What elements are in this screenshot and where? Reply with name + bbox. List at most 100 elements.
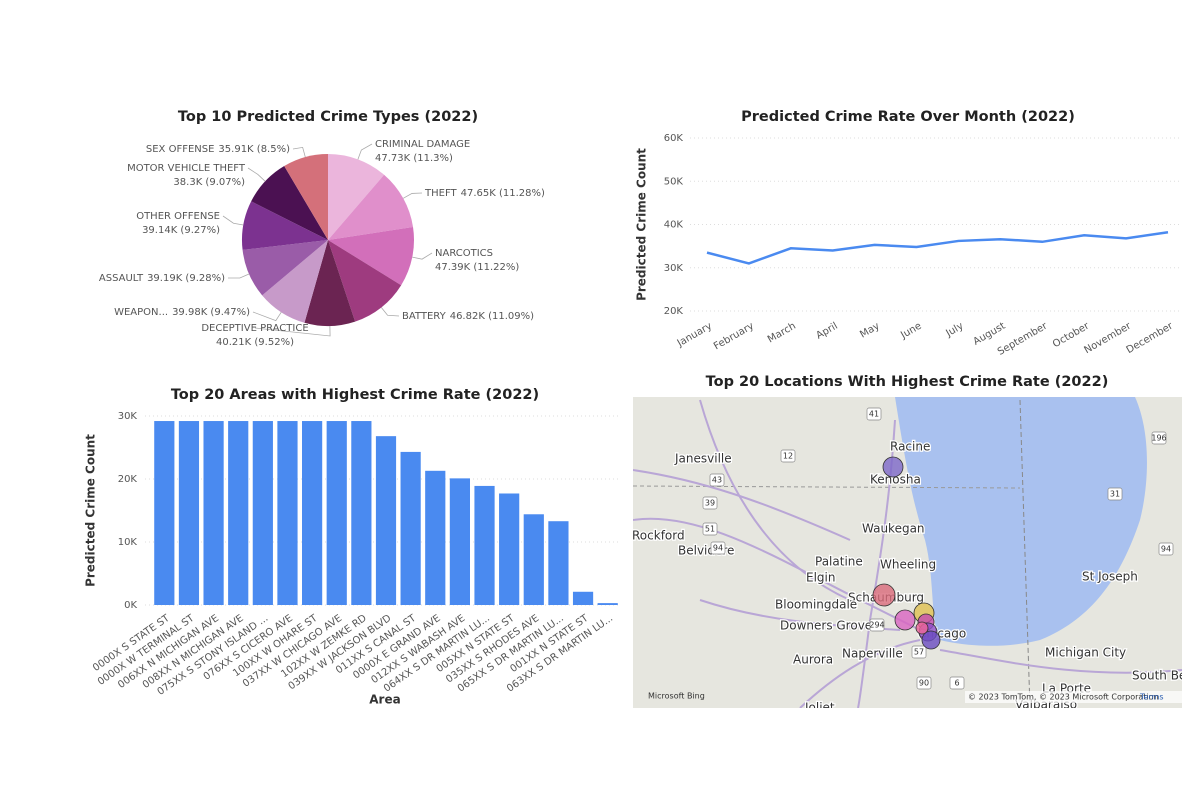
road-shield — [911, 645, 927, 659]
location-bubble — [894, 609, 916, 631]
bar — [548, 521, 569, 605]
attribution-bg — [965, 691, 1182, 703]
road-shield — [1158, 542, 1174, 556]
bar — [228, 421, 249, 605]
road — [939, 649, 1182, 674]
road-number: 41 — [869, 410, 879, 419]
map: Janesville Racine Kenosha RockfordBelvidere… — [633, 397, 1200, 715]
leader-line — [381, 307, 400, 317]
x-tick-label: February — [712, 321, 756, 353]
bar — [203, 421, 224, 605]
map-logo: Microsoft Bing — [648, 692, 705, 701]
road-shield — [1107, 487, 1123, 501]
category-label: ASSAULT — [99, 273, 144, 284]
leader-line — [247, 167, 266, 182]
place-label: Waukegan — [862, 522, 925, 536]
road — [699, 399, 851, 601]
bar — [326, 421, 347, 605]
bar — [252, 421, 273, 605]
value-label: 38.3K (9.07%) — [173, 177, 245, 188]
road-shield — [710, 541, 726, 555]
bar — [400, 451, 421, 605]
value-label: 46.82K (11.09%) — [450, 311, 534, 322]
pie-label: ASSAULT 39.19K (9.28%) — [99, 273, 225, 284]
road-shield — [780, 449, 796, 463]
x-tick-label: December — [1125, 320, 1176, 356]
place-label: Joliet — [804, 701, 835, 715]
category-label: WEAPON... — [114, 307, 168, 318]
bar — [572, 591, 594, 605]
category-label: DECEPTIVE PRACTICE — [201, 323, 308, 334]
y-tick-label: 10K — [118, 537, 138, 548]
y-axis-title: Predicted Crime Count — [635, 148, 649, 301]
value-label: 40.21K (9.52%) — [216, 337, 294, 348]
leader-line — [254, 325, 331, 337]
leader-line — [222, 215, 244, 226]
lake-michigan — [895, 397, 1147, 646]
road-number: 31 — [1110, 490, 1120, 499]
x-tick-label: July — [944, 321, 966, 340]
value-label: 35.91K (8.5%) — [218, 144, 290, 155]
road-shield — [709, 473, 725, 487]
bar — [351, 421, 372, 605]
road-shield — [1151, 431, 1167, 445]
x-axis-title: Area — [369, 693, 400, 707]
bar — [178, 421, 200, 605]
leader-line — [412, 252, 433, 260]
bar — [302, 421, 323, 605]
road-number: 43 — [712, 476, 722, 485]
pie-label: CRIMINAL DAMAGE 47.73K (11.3%) — [375, 139, 470, 164]
place-label: Palatine — [815, 555, 863, 569]
line-series — [706, 231, 1169, 265]
leader-line — [292, 146, 306, 158]
place-label: Elgin — [806, 571, 835, 585]
location-bubble — [872, 583, 896, 607]
bar — [449, 478, 470, 605]
place-label: South Bend — [1132, 669, 1200, 683]
pie-label: MOTOR VEHICLE THEFT 38.3K (9.07%) — [127, 163, 246, 188]
road-shield — [949, 676, 965, 690]
bar — [499, 493, 520, 605]
bar — [523, 514, 544, 605]
road — [799, 639, 921, 708]
pie-label: BATTERY 46.82K (11.09%) — [402, 311, 534, 322]
pie-slice — [241, 201, 328, 250]
pie-label: WEAPON... 39.98K (9.47%) — [114, 307, 250, 318]
road-number: 6 — [954, 679, 959, 688]
road — [857, 419, 896, 708]
x-tick-label: May — [858, 321, 881, 341]
road-number: 51 — [705, 525, 715, 534]
leader-line — [403, 192, 423, 199]
category-label: NARCOTICS — [435, 248, 493, 259]
place-label: Belvidere — [678, 544, 734, 558]
pie-slice — [262, 240, 328, 323]
value-label: 47.73K (11.3%) — [375, 153, 453, 164]
leader-line — [357, 143, 373, 160]
pie-slice — [304, 240, 356, 326]
place-label: Naperville — [842, 647, 903, 661]
y-axis-title: Predicted Crime Count — [84, 434, 98, 587]
y-tick-label: 0K — [124, 600, 137, 611]
location-bubble — [921, 630, 941, 650]
value-label: 47.65K (11.28%) — [461, 188, 545, 199]
road-number: 94 — [1161, 545, 1171, 554]
chart-title: Top 10 Predicted Crime Types (2022) — [178, 109, 478, 125]
y-tick-label: 30K — [118, 411, 138, 422]
road-number: 94 — [713, 544, 723, 553]
leader-line — [227, 273, 250, 279]
terms-link[interactable]: Terms — [1139, 693, 1164, 702]
bar — [474, 485, 495, 605]
place-label: Bloomingdale — [775, 598, 857, 612]
y-tick-label: 50K — [664, 176, 684, 187]
pie-label: SEX OFFENSE 35.91K (8.5%) — [146, 144, 290, 155]
road-number: 39 — [705, 499, 715, 508]
pie-slice — [328, 226, 414, 286]
chart-title: Top 20 Locations With Highest Crime Rate… — [706, 374, 1109, 390]
pie-slice — [328, 154, 385, 240]
y-tick-label: 20K — [664, 306, 684, 317]
pie-slice — [251, 165, 328, 240]
pie-label: OTHER OFFENSE 39.14K (9.27%) — [136, 211, 220, 236]
pie-slice — [242, 240, 328, 296]
road-shield — [702, 496, 718, 510]
value-label: 39.98K (9.47%) — [172, 307, 250, 318]
